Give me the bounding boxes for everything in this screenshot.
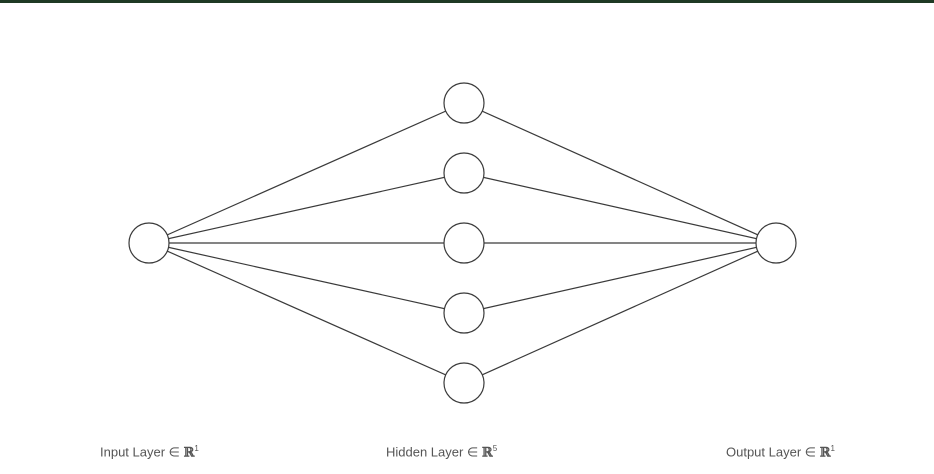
hidden-node-5 (443, 362, 485, 404)
hidden-layer-set-symbol: ℝ (481, 445, 493, 461)
connection-hidden-5-to-output-1 (463, 242, 777, 384)
output-layer-label-text: Output Layer ∈ (726, 444, 820, 460)
connection-input-1-to-hidden-4 (148, 242, 465, 314)
hidden-node-2 (443, 152, 485, 194)
connection-hidden-2-to-output-1 (463, 172, 777, 244)
hidden-layer-dimension: 5 (492, 444, 498, 453)
hidden-layer-label: Hidden Layer ∈ ℝ5 (386, 444, 497, 460)
output-layer-dimension: 1 (830, 444, 835, 453)
hidden-layer-label-text: Hidden Layer ∈ (386, 444, 482, 460)
connection-hidden-4-to-output-1 (463, 242, 777, 314)
hidden-node-4 (443, 292, 485, 334)
input-layer-label: Input Layer ∈ ℝ1 (100, 444, 199, 460)
input-layer-dimension: 1 (194, 444, 199, 453)
hidden-node-3 (443, 222, 485, 264)
input-layer-set-symbol: ℝ (183, 445, 195, 461)
neural-network-diagram (128, 82, 797, 404)
hidden-node-1 (443, 82, 485, 124)
output-layer-set-symbol: ℝ (819, 445, 831, 461)
input-node-1 (128, 222, 170, 264)
connection-input-1-to-hidden-2 (148, 172, 465, 244)
output-layer-label: Output Layer ∈ ℝ1 (726, 444, 835, 460)
connection-input-1-to-hidden-1 (148, 102, 465, 244)
input-layer-label-text: Input Layer ∈ (100, 444, 184, 460)
output-node-1 (755, 222, 797, 264)
connection-input-1-to-hidden-5 (148, 242, 465, 384)
connection-hidden-1-to-output-1 (463, 102, 777, 244)
